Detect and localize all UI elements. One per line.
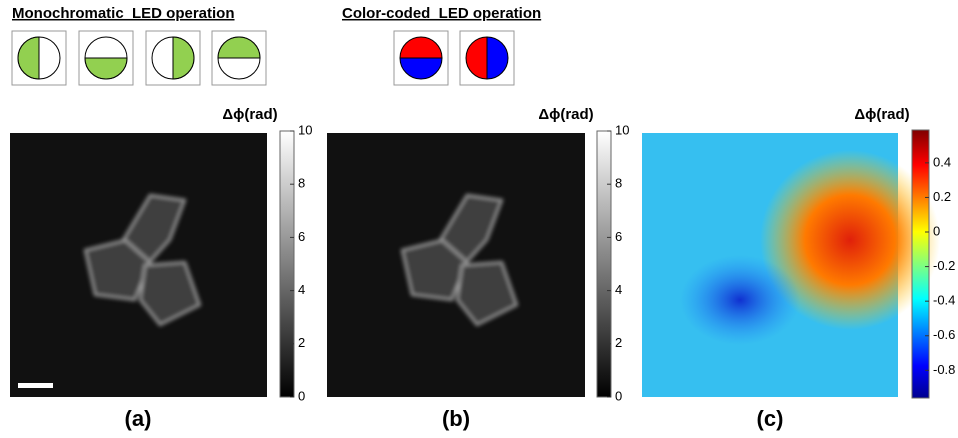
image-a (10, 133, 267, 397)
scale-bar (18, 383, 53, 388)
tick-label: 6 (615, 229, 622, 244)
tick-label: 8 (298, 176, 305, 191)
tick-label: -0.6 (933, 327, 955, 342)
tick-label: 0.2 (933, 189, 951, 204)
tick-label: 4 (615, 282, 622, 297)
tick-label: 2 (298, 335, 305, 350)
colorbar (597, 131, 611, 397)
led-icons (12, 31, 514, 85)
tick-label: 4 (298, 282, 305, 297)
colorbar (912, 130, 929, 398)
colorbar (280, 131, 294, 397)
colorbar-title: Δϕ(rad) (222, 106, 277, 123)
tick-label: 2 (615, 335, 622, 350)
tick-label: 8 (615, 176, 622, 191)
tick-label: 6 (298, 229, 305, 244)
tick-label: 10 (298, 122, 312, 137)
tick-label: 0 (298, 388, 305, 403)
tick-label: -0.8 (933, 362, 955, 377)
panel-label: (b) (442, 406, 470, 431)
color-title: Color-coded LED operation (342, 5, 541, 22)
colorbar-title: Δϕ(rad) (854, 106, 909, 123)
mono-title: Monochromatic LED operation (12, 5, 235, 22)
figure: Monochromatic LED operation Color-coded … (0, 0, 958, 438)
tick-label: -0.4 (933, 293, 955, 308)
tick-label: -0.2 (933, 258, 955, 273)
panel-label: (c) (757, 406, 784, 431)
tick-label: 0.4 (933, 154, 951, 169)
tick-label: 10 (615, 122, 629, 137)
image-b (327, 133, 585, 397)
tick-label: 0 (615, 388, 622, 403)
colorbar-title: Δϕ(rad) (538, 106, 593, 123)
image-c (642, 133, 940, 397)
tick-label: 0 (933, 223, 940, 238)
panel-label: (a) (125, 406, 152, 431)
